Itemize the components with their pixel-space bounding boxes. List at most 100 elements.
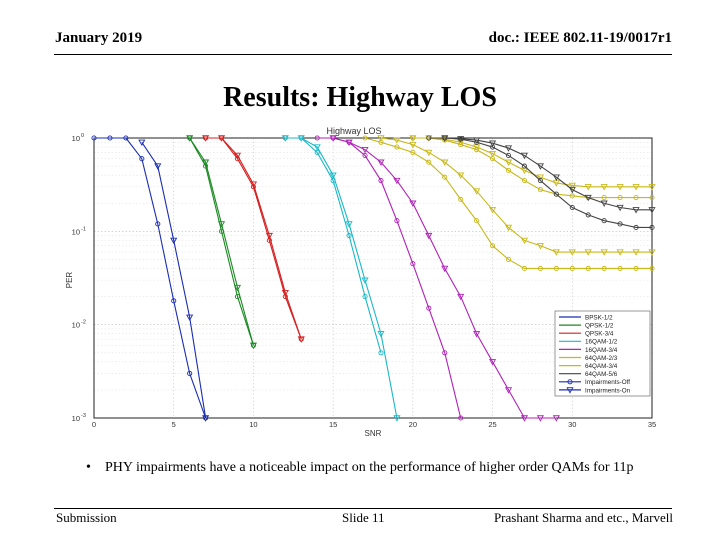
legend-label: BPSK-1/2 — [585, 314, 613, 321]
series-point — [457, 172, 465, 179]
series-point — [568, 186, 576, 194]
footer-slide-number: Slide 11 — [342, 510, 385, 525]
series-point — [617, 195, 623, 201]
series-point — [649, 265, 655, 272]
series-point — [600, 200, 608, 207]
series-point — [633, 224, 639, 231]
series-line — [94, 137, 207, 419]
series-point — [409, 141, 417, 149]
series-point — [425, 232, 433, 240]
x-tick-label: 20 — [409, 420, 417, 429]
series-point — [536, 163, 544, 170]
series-point — [409, 200, 417, 207]
series-point — [632, 207, 640, 214]
y-tick-label: 10 — [72, 321, 80, 330]
footer-submission: Submission — [56, 510, 117, 525]
series-point — [202, 135, 210, 142]
series-point — [584, 249, 592, 256]
series-point — [410, 261, 416, 267]
series-point — [521, 163, 528, 169]
bullet-text: PHY impairments have a noticeable impact… — [105, 460, 634, 475]
legend-label: QPSK-1/2 — [585, 323, 614, 330]
series-point — [297, 336, 305, 343]
series-point — [233, 152, 242, 160]
series-point — [585, 212, 591, 218]
series-point — [393, 177, 401, 185]
series-point — [394, 144, 400, 150]
series-point — [329, 172, 337, 179]
series-point — [123, 135, 129, 141]
series-point — [138, 139, 146, 146]
bullet-marker: • — [86, 460, 91, 475]
series-point — [552, 415, 560, 422]
series-point — [313, 144, 321, 151]
y-tick-exponent: -2 — [81, 320, 86, 326]
series-point — [632, 184, 640, 191]
series-point — [536, 243, 544, 250]
series-point — [362, 135, 368, 141]
x-tick-label: 30 — [568, 420, 576, 429]
series-point — [649, 224, 655, 231]
series-point — [233, 284, 242, 292]
series-point — [600, 184, 608, 191]
series-point — [489, 359, 497, 366]
series-point — [378, 178, 384, 184]
slide-title: Results: Highway LOS — [223, 82, 497, 113]
chart-title: Highway LOS — [326, 126, 381, 136]
series-point — [249, 342, 257, 350]
series-point — [314, 135, 320, 141]
series-point — [474, 218, 480, 224]
x-tick-labels: 0 5 10 15 20 25 30 35 — [92, 420, 656, 429]
series-point — [345, 221, 353, 228]
legend-label: Impairments-On — [585, 387, 631, 394]
series-point — [648, 207, 656, 214]
series-point — [521, 178, 528, 184]
series-line — [189, 137, 254, 346]
series-point — [504, 224, 513, 232]
series-point — [393, 137, 401, 144]
series-point — [394, 218, 400, 224]
header-doc-id: doc.: IEEE 802.11-19/0017r1 — [488, 30, 672, 46]
y-tick-exponent: -3 — [81, 413, 86, 419]
series-point — [585, 265, 591, 272]
series-point — [426, 159, 432, 165]
series-line — [285, 137, 398, 419]
header-date: January 2019 — [55, 30, 143, 46]
series-point — [505, 167, 512, 173]
series-point — [521, 265, 528, 272]
series-point — [377, 331, 385, 338]
plot-series — [91, 135, 656, 422]
series-point — [329, 135, 337, 142]
series-point — [504, 145, 513, 152]
legend-label: Impairments-Off — [585, 379, 630, 386]
series-point — [361, 146, 369, 154]
legend-label: QPSK-3/4 — [585, 331, 614, 338]
legend-label: 64QAM-3/4 — [585, 363, 618, 370]
chart-legend: BPSK-1/2 QPSK-1/2QPSK-3/416QAM-1/216QAM-3… — [554, 310, 651, 397]
header-divider — [54, 54, 672, 55]
series-line — [444, 137, 652, 211]
series-line — [412, 137, 652, 199]
footer-divider — [54, 508, 672, 509]
series-point — [361, 277, 369, 284]
series-point — [601, 265, 607, 272]
series-point — [490, 243, 496, 249]
x-tick-label: 10 — [249, 420, 257, 429]
series-point — [601, 195, 607, 201]
series-line — [364, 137, 652, 270]
y-axis-label: PER — [65, 272, 74, 289]
series-point — [552, 174, 560, 181]
series-point — [377, 159, 385, 166]
series-point — [187, 370, 193, 377]
series-point — [617, 265, 623, 272]
series-point — [569, 193, 575, 199]
series-point — [378, 350, 384, 356]
series-point — [426, 135, 432, 141]
legend-label: 16QAM-1/2 — [585, 339, 618, 346]
series-point — [249, 181, 257, 188]
series-point — [584, 194, 592, 202]
series-point — [569, 204, 575, 211]
series-line — [333, 137, 557, 419]
y-tick-label: 10 — [72, 414, 80, 423]
